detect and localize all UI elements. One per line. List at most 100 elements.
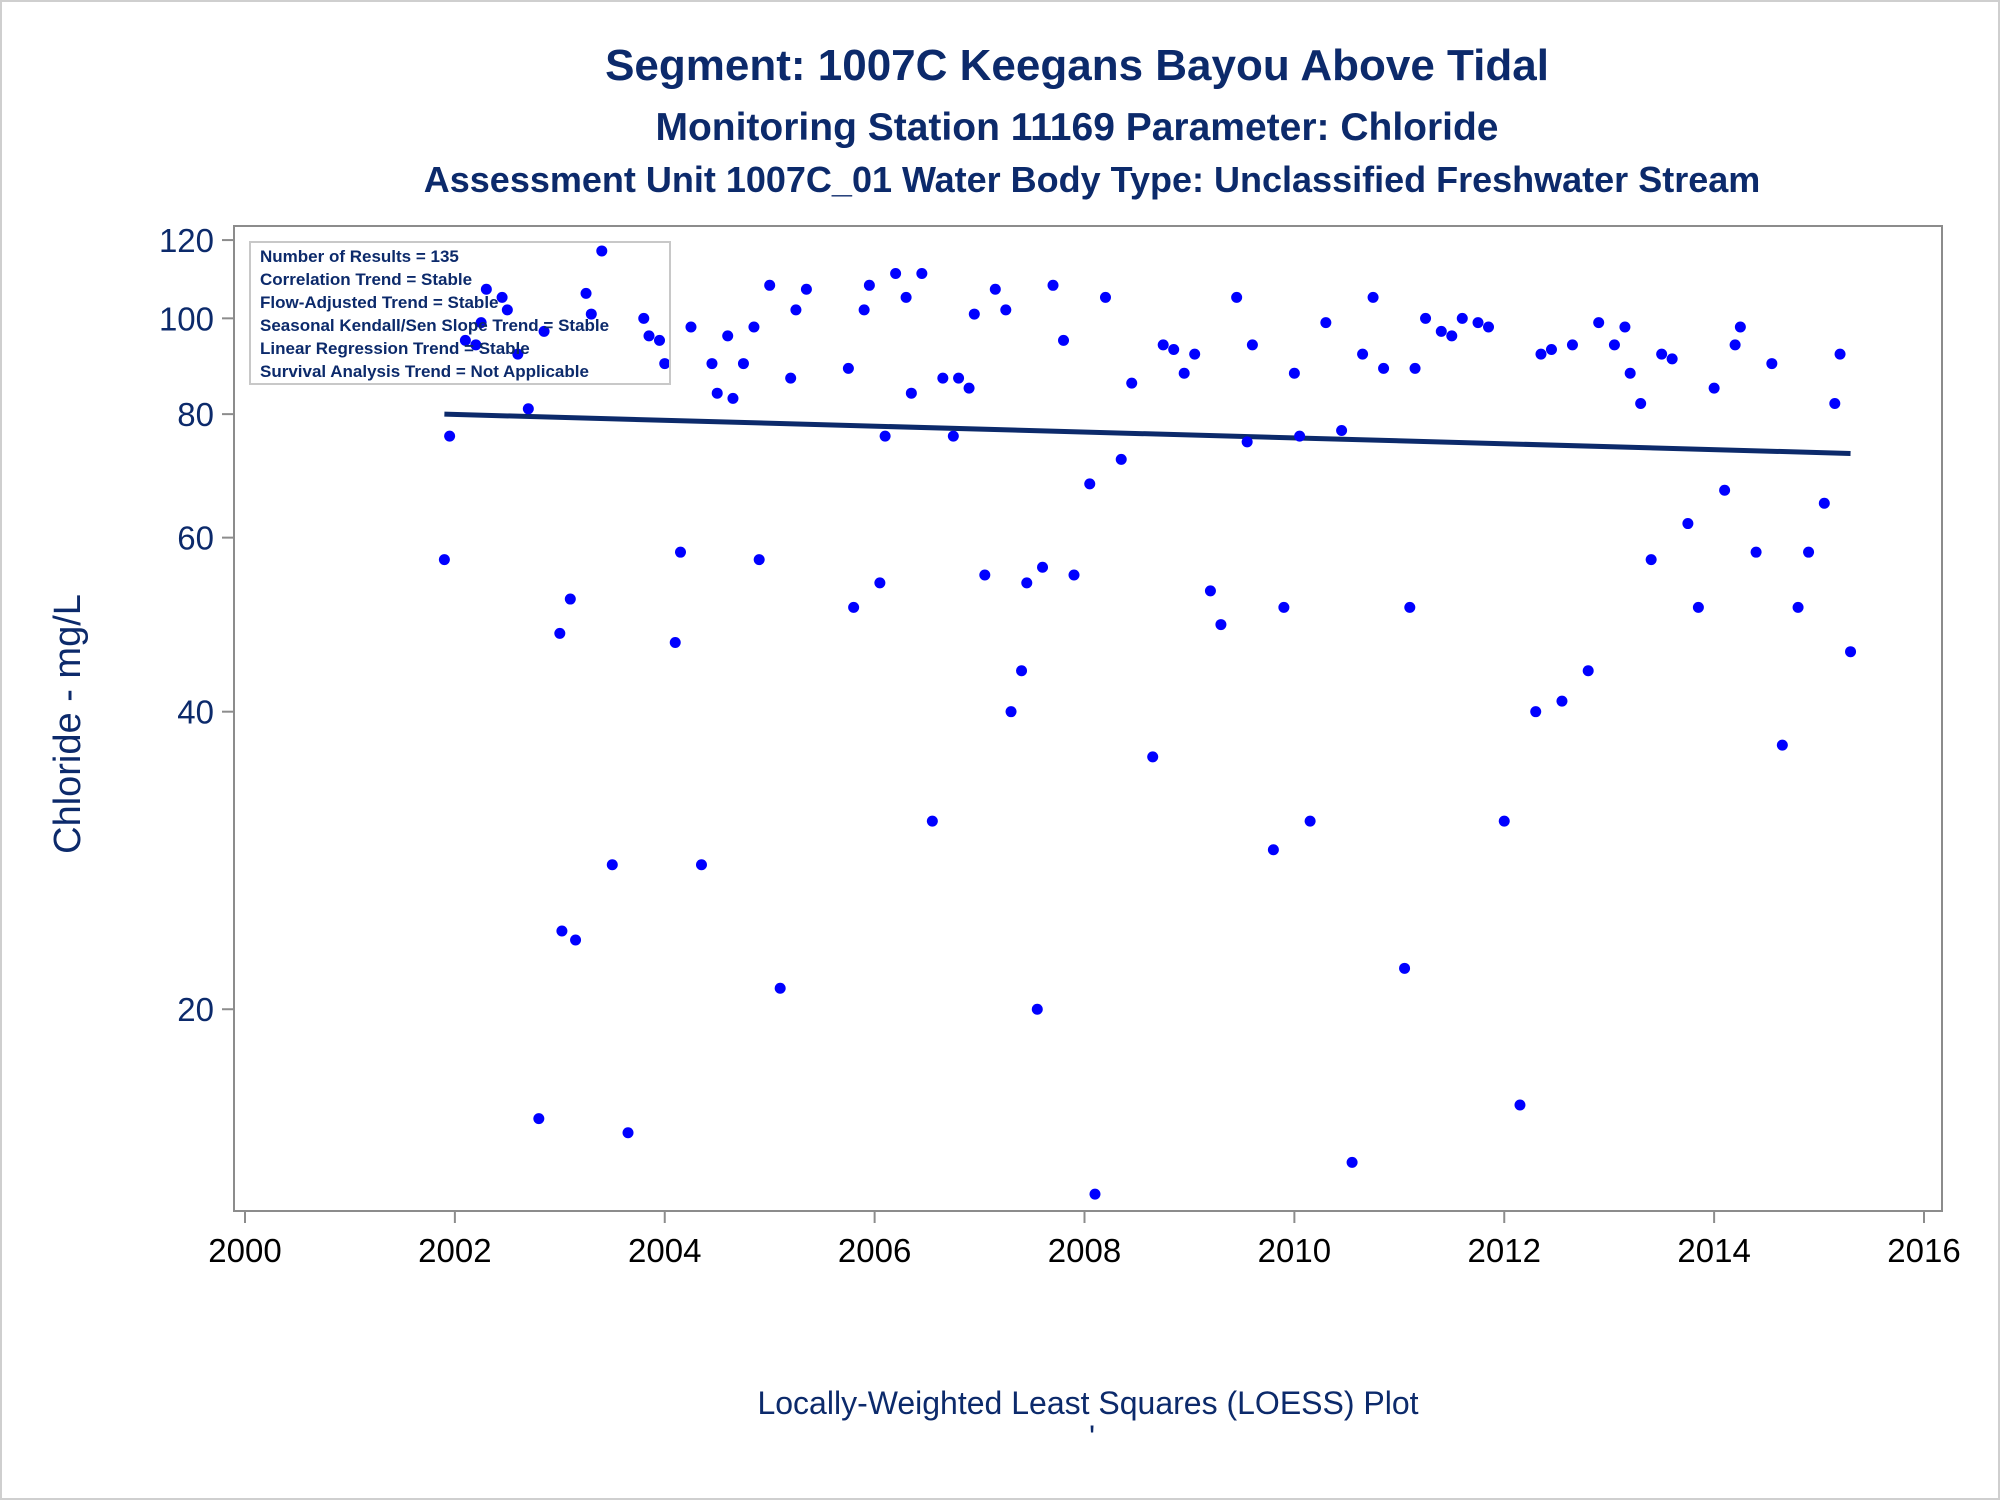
data-point xyxy=(622,1127,634,1139)
data-point xyxy=(953,372,965,384)
data-point xyxy=(512,348,524,360)
data-point xyxy=(1803,546,1815,558)
data-point xyxy=(1126,377,1138,389)
data-point xyxy=(1776,739,1788,751)
y-tick-label: 100 xyxy=(159,300,214,337)
data-point xyxy=(727,392,739,404)
x-tick-label: 2012 xyxy=(1468,1232,1541,1269)
data-point xyxy=(1582,665,1594,677)
data-point xyxy=(1530,706,1542,718)
data-point xyxy=(1168,343,1180,355)
data-point xyxy=(596,245,608,257)
data-point xyxy=(1278,601,1290,613)
chart-subtitle: Monitoring Station 11169 Parameter: Chlo… xyxy=(655,106,1498,149)
data-point xyxy=(1656,348,1668,360)
data-point xyxy=(564,593,576,605)
x-tick-label: 2014 xyxy=(1677,1232,1750,1269)
data-point xyxy=(1498,815,1510,827)
loess-trend xyxy=(444,411,1851,456)
data-point xyxy=(1845,646,1857,658)
data-point xyxy=(1766,358,1778,370)
data-point xyxy=(858,304,870,316)
data-point xyxy=(695,859,707,871)
trend-line xyxy=(444,411,1851,456)
data-point xyxy=(1037,561,1049,573)
data-point xyxy=(1535,348,1547,360)
data-point xyxy=(638,312,650,324)
data-point xyxy=(1792,601,1804,613)
data-point xyxy=(654,334,666,346)
data-point xyxy=(1178,367,1190,379)
data-point xyxy=(1472,317,1484,329)
data-point xyxy=(842,362,854,374)
x-tick-label: 2016 xyxy=(1887,1232,1960,1269)
data-point xyxy=(1021,577,1033,589)
data-point xyxy=(800,283,812,295)
data-point xyxy=(1294,430,1306,442)
data-point xyxy=(890,268,902,280)
data-point xyxy=(1031,1003,1043,1015)
data-point xyxy=(1346,1156,1358,1168)
data-point xyxy=(1834,348,1846,360)
data-point xyxy=(1409,362,1421,374)
data-point xyxy=(585,308,597,320)
chart-subtitle-2: Assessment Unit 1007C_01 Water Body Type… xyxy=(424,159,1761,200)
data-point xyxy=(1357,348,1369,360)
data-point xyxy=(606,859,618,871)
data-point xyxy=(1645,554,1657,566)
data-point xyxy=(790,304,802,316)
data-point xyxy=(737,358,749,370)
data-point xyxy=(1399,962,1411,974)
data-point xyxy=(863,279,875,291)
data-point xyxy=(963,382,975,394)
data-point xyxy=(874,577,886,589)
data-point xyxy=(989,283,1001,295)
data-point xyxy=(916,268,928,280)
y-tick-label: 120 xyxy=(159,222,214,259)
data-point xyxy=(1320,317,1332,329)
data-point xyxy=(879,430,891,442)
data-point xyxy=(470,339,482,351)
data-point xyxy=(522,403,534,415)
data-point xyxy=(556,925,568,937)
data-point xyxy=(764,279,776,291)
data-point xyxy=(1204,585,1216,597)
data-point xyxy=(1115,453,1127,465)
data-point xyxy=(1215,619,1227,631)
data-point xyxy=(1514,1099,1526,1111)
data-point xyxy=(685,321,697,333)
data-point xyxy=(1446,330,1458,342)
y-tick-label: 40 xyxy=(177,694,214,731)
data-point xyxy=(753,554,765,566)
data-point xyxy=(1483,321,1495,333)
data-point xyxy=(774,982,786,994)
data-point xyxy=(1246,339,1258,351)
data-point xyxy=(438,554,450,566)
x-tick-label: 2004 xyxy=(628,1232,701,1269)
data-point xyxy=(1147,751,1159,763)
data-point xyxy=(900,291,912,303)
data-point xyxy=(1420,312,1432,324)
data-point xyxy=(1829,398,1841,410)
data-point xyxy=(580,287,592,299)
data-point xyxy=(1005,706,1017,718)
data-point xyxy=(1068,569,1080,581)
x-tick-label: 2000 xyxy=(208,1232,281,1269)
data-point xyxy=(459,334,471,346)
data-point xyxy=(706,358,718,370)
data-point xyxy=(659,358,671,370)
x-tick-label: 2006 xyxy=(838,1232,911,1269)
data-point xyxy=(570,934,582,946)
x-tick-label: 2002 xyxy=(418,1232,491,1269)
data-point xyxy=(968,308,980,320)
data-point xyxy=(1608,339,1620,351)
chart-title: Segment: 1007C Keegans Bayou Above Tidal xyxy=(605,41,1549,90)
stats-legend-line: Flow-Adjusted Trend = Stable xyxy=(260,293,499,312)
data-point xyxy=(1084,478,1096,490)
stats-legend-line: Correlation Trend = Stable xyxy=(260,270,472,289)
stats-legend-line: Survival Analysis Trend = Not Applicable xyxy=(260,362,589,381)
data-point xyxy=(1593,317,1605,329)
data-point xyxy=(937,372,949,384)
